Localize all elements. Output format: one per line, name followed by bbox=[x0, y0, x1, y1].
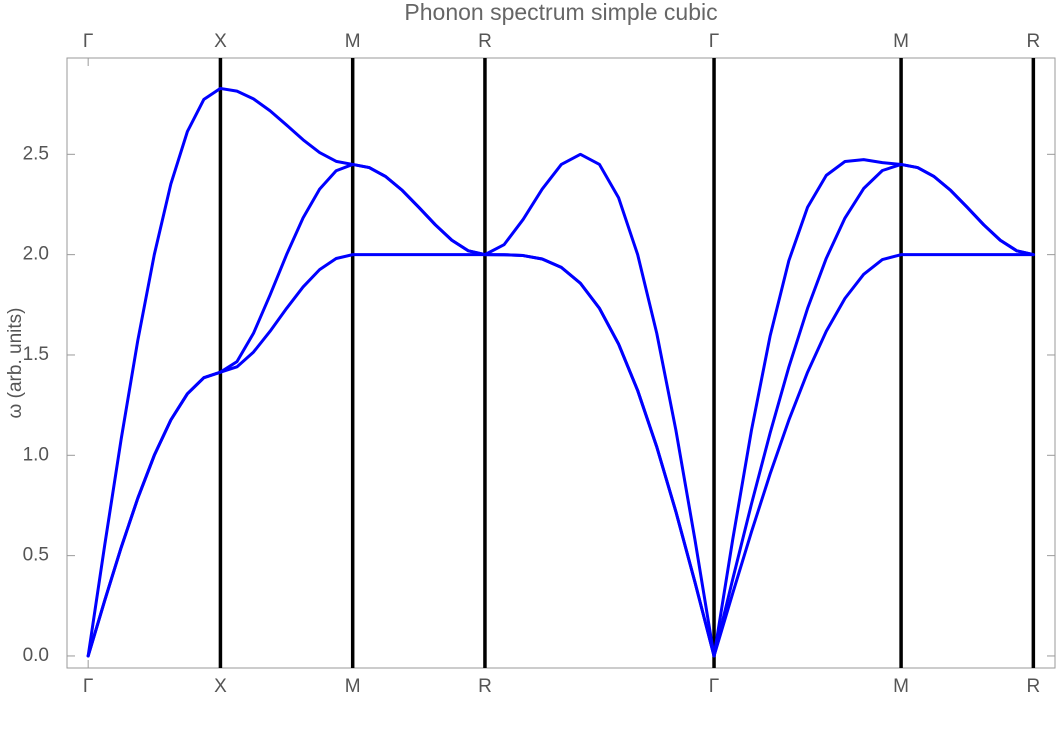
x-tick-label: R bbox=[478, 31, 492, 52]
y-tick-label: 0.5 bbox=[23, 545, 49, 566]
y-tick-label: 0.0 bbox=[23, 645, 49, 666]
y-tick-label: 1.5 bbox=[23, 344, 49, 365]
x-tick-label: Γ bbox=[83, 676, 93, 697]
y-axis-label: ω (arb. units) bbox=[5, 308, 26, 419]
x-tick-label: M bbox=[345, 31, 361, 52]
x-tick-label: Γ bbox=[709, 31, 719, 52]
x-tick-label: M bbox=[893, 676, 909, 697]
y-tick-label: 2.0 bbox=[23, 244, 49, 265]
band-line bbox=[86, 253, 1035, 658]
x-tick-label: Γ bbox=[709, 676, 719, 697]
band-line bbox=[86, 86, 1035, 658]
y-tick-label: 1.0 bbox=[23, 444, 49, 465]
x-tick-label: R bbox=[1026, 31, 1040, 52]
x-tick-label: M bbox=[345, 676, 361, 697]
x-tick-label: X bbox=[214, 676, 227, 697]
x-tick-label: R bbox=[1026, 676, 1040, 697]
x-tick-label: R bbox=[478, 676, 492, 697]
chart-title: Phonon spectrum simple cubic bbox=[404, 0, 717, 25]
x-tick-label: M bbox=[893, 31, 909, 52]
y-tick-label: 2.5 bbox=[23, 143, 49, 164]
x-tick-label: Γ bbox=[83, 31, 93, 52]
x-tick-label: X bbox=[214, 31, 227, 52]
band-line bbox=[86, 162, 1035, 658]
plot-frame bbox=[66, 57, 1056, 669]
